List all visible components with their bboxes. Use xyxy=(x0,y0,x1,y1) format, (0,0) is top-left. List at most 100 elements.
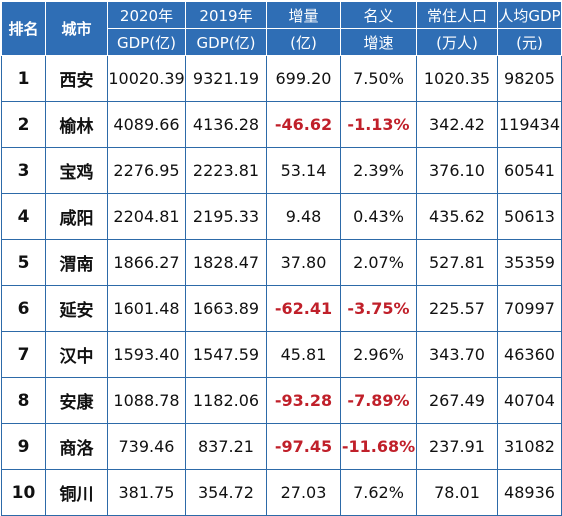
cell-increase: -62.41 xyxy=(266,285,341,332)
cell-per-capita: 40704 xyxy=(497,377,562,424)
cell-gdp2019: 4136.28 xyxy=(185,101,267,148)
cell-population: 267.49 xyxy=(416,377,498,424)
cell-per-capita: 119434 xyxy=(497,101,562,148)
cell-rank: 6 xyxy=(1,285,46,332)
table-row: 8 安康 1088.78 1182.06 -93.28 -7.89% 267.49 40704 xyxy=(1,377,562,424)
cell-rank: 7 xyxy=(1,331,46,378)
cell-gdp2020: 739.46 xyxy=(107,423,186,470)
cell-gdp2019: 1828.47 xyxy=(185,239,267,286)
table-row: 3 宝鸡 2276.95 2223.81 53.14 2.39% 376.10 60541 xyxy=(1,147,562,194)
cell-growth: 7.50% xyxy=(340,55,417,102)
cell-population: 527.81 xyxy=(416,239,498,286)
cell-city: 榆林 xyxy=(45,101,108,148)
cell-per-capita: 48936 xyxy=(497,469,562,516)
cell-gdp2020: 1593.40 xyxy=(107,331,186,378)
cell-population: 225.57 xyxy=(416,285,498,332)
cell-increase: 699.20 xyxy=(266,55,341,102)
cell-growth: 7.62% xyxy=(340,469,417,516)
cell-per-capita: 46360 xyxy=(497,331,562,378)
cell-increase: 9.48 xyxy=(266,193,341,240)
cell-city: 宝鸡 xyxy=(45,147,108,194)
cell-per-capita: 60541 xyxy=(497,147,562,194)
cell-rank: 10 xyxy=(1,469,46,516)
cell-population: 343.70 xyxy=(416,331,498,378)
cell-gdp2019: 1182.06 xyxy=(185,377,267,424)
cell-gdp2020: 10020.39 xyxy=(107,55,186,102)
cell-gdp2019: 1663.89 xyxy=(185,285,267,332)
cell-city: 咸阳 xyxy=(45,193,108,240)
cell-per-capita: 31082 xyxy=(497,423,562,470)
cell-gdp2019: 2223.81 xyxy=(185,147,267,194)
cell-growth: -11.68% xyxy=(340,423,417,470)
header-gdp2019-unit: GDP(亿) xyxy=(185,28,267,56)
table-row: 4 咸阳 2204.81 2195.33 9.48 0.43% 435.62 50613 xyxy=(1,193,562,240)
header-rank: 排名 xyxy=(1,1,46,56)
cell-city: 铜川 xyxy=(45,469,108,516)
cell-gdp2020: 1601.48 xyxy=(107,285,186,332)
cell-increase: -97.45 xyxy=(266,423,341,470)
cell-population: 1020.35 xyxy=(416,55,498,102)
table-row: 10 铜川 381.75 354.72 27.03 7.62% 78.01 48936 xyxy=(1,469,562,516)
table-row: 7 汉中 1593.40 1547.59 45.81 2.96% 343.70 46360 xyxy=(1,331,562,378)
cell-gdp2020: 381.75 xyxy=(107,469,186,516)
cell-city: 延安 xyxy=(45,285,108,332)
cell-growth: -3.75% xyxy=(340,285,417,332)
cell-city: 渭南 xyxy=(45,239,108,286)
cell-gdp2020: 2276.95 xyxy=(107,147,186,194)
table-header: 排名 城市 2020年 2019年 增量 名义 常住人口 人均GDP GDP(亿… xyxy=(1,1,562,56)
cell-increase: 27.03 xyxy=(266,469,341,516)
cell-gdp2020: 2204.81 xyxy=(107,193,186,240)
cell-growth: 2.96% xyxy=(340,331,417,378)
cell-gdp2019: 9321.19 xyxy=(185,55,267,102)
header-per-capita: 人均GDP xyxy=(497,1,562,29)
table-row: 1 西安 10020.39 9321.19 699.20 7.50% 1020.35 9820… xyxy=(1,55,562,102)
cell-population: 342.42 xyxy=(416,101,498,148)
cell-increase: -93.28 xyxy=(266,377,341,424)
cell-gdp2020: 4089.66 xyxy=(107,101,186,148)
header-population-unit: (万人) xyxy=(416,28,498,56)
cell-growth: -1.13% xyxy=(340,101,417,148)
cell-rank: 9 xyxy=(1,423,46,470)
cell-growth: 2.07% xyxy=(340,239,417,286)
header-row-1: 排名 城市 2020年 2019年 增量 名义 常住人口 人均GDP xyxy=(1,1,562,56)
cell-city: 西安 xyxy=(45,55,108,102)
header-row-2: GDP(亿) GDP(亿) (亿) 增速 (万人) (元) xyxy=(2,28,562,56)
cell-growth: 0.43% xyxy=(340,193,417,240)
cell-growth: -7.89% xyxy=(340,377,417,424)
cell-per-capita: 35359 xyxy=(497,239,562,286)
cell-gdp2019: 354.72 xyxy=(185,469,267,516)
cell-per-capita: 98205 xyxy=(497,55,562,102)
table-row: 9 商洛 739.46 837.21 -97.45 -11.68% 237.91 31082 xyxy=(1,423,562,470)
cell-population: 78.01 xyxy=(416,469,498,516)
cell-gdp2019: 2195.33 xyxy=(185,193,267,240)
cell-population: 435.62 xyxy=(416,193,498,240)
cell-rank: 2 xyxy=(1,101,46,148)
header-gdp2020-unit: GDP(亿) xyxy=(107,28,186,56)
cell-rank: 1 xyxy=(1,55,46,102)
cell-rank: 5 xyxy=(1,239,46,286)
cell-rank: 4 xyxy=(1,193,46,240)
cell-city: 商洛 xyxy=(45,423,108,470)
header-increase-unit: (亿) xyxy=(266,28,341,56)
cell-per-capita: 50613 xyxy=(497,193,562,240)
header-gdp2020-year: 2020年 xyxy=(107,1,186,29)
cell-rank: 3 xyxy=(1,147,46,194)
header-growth-unit: 增速 xyxy=(340,28,417,56)
cell-population: 237.91 xyxy=(416,423,498,470)
cell-gdp2020: 1866.27 xyxy=(107,239,186,286)
header-per-capita-unit: (元) xyxy=(497,28,562,56)
header-gdp2019-year: 2019年 xyxy=(185,1,267,29)
cell-increase: -46.62 xyxy=(266,101,341,148)
header-growth: 名义 xyxy=(340,1,417,29)
table-row: 2 榆林 4089.66 4136.28 -46.62 -1.13% 342.42 11943… xyxy=(1,101,562,148)
cell-increase: 37.80 xyxy=(266,239,341,286)
table-body: 1 西安 10020.39 9321.19 699.20 7.50% 1020.35 9820… xyxy=(1,55,562,516)
table-row: 5 渭南 1866.27 1828.47 37.80 2.07% 527.81 35359 xyxy=(1,239,562,286)
header-population: 常住人口 xyxy=(416,1,498,29)
header-city: 城市 xyxy=(45,1,108,56)
cell-increase: 53.14 xyxy=(266,147,341,194)
cell-growth: 2.39% xyxy=(340,147,417,194)
cell-gdp2019: 1547.59 xyxy=(185,331,267,378)
